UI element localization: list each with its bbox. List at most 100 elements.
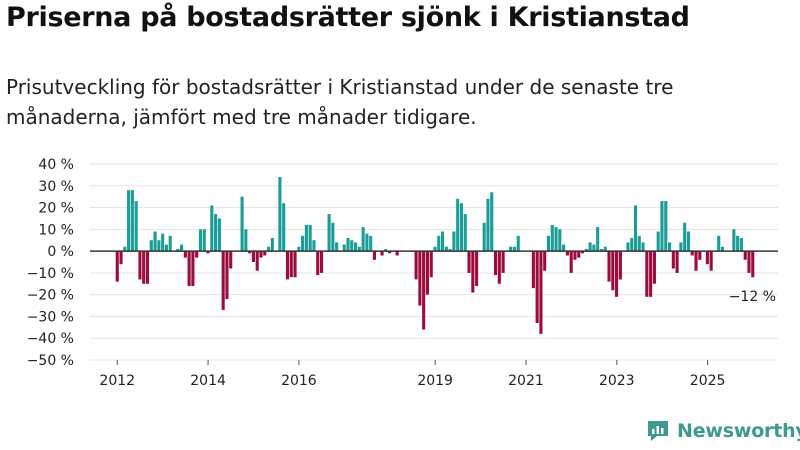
bar: [331, 222, 335, 252]
bar: [225, 251, 229, 300]
bar: [433, 246, 437, 252]
bar: [289, 251, 293, 278]
bar: [596, 227, 600, 252]
bar: [633, 205, 638, 252]
x-tick-label: 2014: [190, 373, 226, 389]
bar: [187, 251, 191, 286]
y-tick-label: 40 %: [38, 157, 74, 173]
bar: [259, 251, 263, 258]
bar: [229, 251, 233, 269]
bar: [134, 201, 138, 252]
bar: [342, 244, 346, 252]
bars: [115, 177, 755, 334]
x-tick-label: 2019: [417, 373, 453, 389]
bar: [425, 251, 429, 295]
bar: [153, 231, 157, 252]
bar: [308, 224, 312, 252]
bar: [206, 251, 210, 254]
bar: [221, 251, 225, 310]
bar: [164, 244, 168, 252]
bar: [475, 251, 479, 286]
bar: [437, 235, 441, 252]
bar: [736, 235, 740, 252]
bar: [198, 229, 203, 252]
bar: [717, 235, 721, 252]
bar: [414, 251, 418, 280]
bar: [694, 251, 698, 271]
bar: [418, 251, 422, 306]
brand-name: Newsworthy: [677, 420, 800, 442]
y-tick-label: 20 %: [38, 201, 74, 217]
bar: [683, 222, 687, 252]
bar: [679, 242, 683, 252]
bar: [157, 240, 161, 252]
bar: [709, 251, 713, 271]
bar: [369, 235, 373, 252]
newsworthy-brand[interactable]: Newsworthy: [645, 418, 800, 444]
chart-subtitle: Prisutveckling för bostadsrätter i Krist…: [6, 75, 674, 129]
bar: [660, 201, 664, 252]
bar: [459, 203, 464, 252]
bar: [543, 251, 547, 271]
bar: [486, 198, 490, 252]
bar: [429, 251, 433, 278]
bar: [297, 246, 301, 252]
bar: [751, 251, 755, 278]
bar: [626, 242, 630, 252]
bar: [497, 251, 501, 284]
bar: [388, 251, 392, 254]
bar: [149, 240, 153, 252]
bar: [584, 248, 588, 252]
bar: [422, 251, 426, 330]
bar: [312, 240, 316, 252]
bar: [327, 214, 331, 252]
bar: [493, 251, 498, 276]
bar: [456, 198, 460, 252]
bar: [573, 251, 577, 260]
bar: [176, 248, 180, 252]
bar: [675, 251, 679, 273]
bar: [183, 251, 187, 258]
bar: [130, 190, 134, 252]
y-tick-label: −40 %: [27, 331, 74, 347]
bar: [263, 251, 267, 256]
bar: [285, 251, 290, 280]
bar: [270, 238, 274, 252]
bar: [580, 251, 585, 254]
y-tick-label: 0 %: [47, 244, 74, 260]
bar: [630, 238, 634, 252]
bar: [558, 229, 562, 252]
bar: [562, 244, 566, 252]
bar: [637, 235, 641, 252]
newsworthy-logo-icon: [648, 421, 668, 441]
bar: [202, 229, 206, 252]
y-tick-label: −50 %: [27, 353, 74, 369]
bar: [577, 251, 581, 258]
bar: [641, 242, 645, 252]
bar: [747, 251, 751, 273]
bar: [244, 229, 248, 252]
y-tick-label: −20 %: [27, 288, 74, 304]
bar: [282, 203, 286, 252]
y-tick-label: −10 %: [27, 266, 74, 282]
bar: [467, 251, 471, 273]
bar: [365, 233, 369, 252]
bar: [357, 246, 361, 252]
bar: [501, 251, 505, 273]
bar: [180, 244, 184, 252]
bar: [161, 233, 165, 252]
bar: [490, 192, 494, 252]
bar: [565, 251, 569, 256]
bar: [304, 224, 308, 252]
bar: [550, 224, 554, 252]
bar: [512, 246, 516, 252]
bar: [240, 196, 244, 252]
bar: [671, 251, 675, 269]
bar: [251, 251, 255, 262]
x-axis: 2012 2014 2016 2019 2021 2023 2025: [99, 360, 725, 389]
bar: [482, 222, 486, 252]
price-change-chart: 40 % 30 % 20 % 10 % 0 % −10 % −20 % −30 % −40 % −…: [27, 157, 778, 389]
bar: [444, 246, 448, 252]
bar: [350, 240, 354, 252]
bar: [649, 251, 653, 297]
